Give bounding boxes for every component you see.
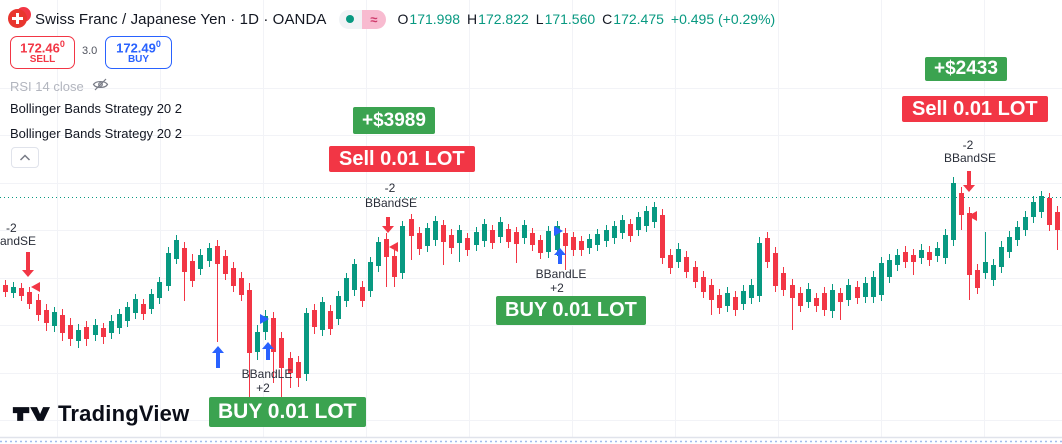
legend-item-bb-strategy-2[interactable]: Bollinger Bands Strategy 20 2 [10,126,182,141]
sell-button[interactable]: 172.460 SELL [10,36,75,69]
ohlc-values: O171.998 H172.822 L171.560 C172.475 +0.4… [398,11,776,27]
signal-sell3-qty: -2 [962,138,974,152]
signal-sell2-name: BBandSE [364,196,418,210]
buy-price: 172.490 [116,38,161,56]
market-status-pill[interactable]: ≈ [338,9,386,29]
legend-bb2-label: Bollinger Bands Strategy 20 2 [10,126,182,141]
legend-rsi-label: RSI 14 close [10,78,84,94]
market-open-dot-icon [338,9,363,29]
low-label: L [535,11,544,27]
spread-value: 3.0 [82,45,98,57]
signal-buy1-name: BBandLE [241,367,293,381]
signal-sell1-qty: -2 [6,221,17,235]
buy-lot-badge-2: BUY 0.01 LOT [496,296,646,325]
buy-lot-badge-1: BUY 0.01 LOT [209,397,366,427]
change-value: +0.495 (+0.29%) [670,11,776,27]
eye-hidden-icon[interactable] [92,77,109,95]
open-value: 171.998 [409,11,461,27]
profit-badge-sell2: +$3989 [353,107,435,134]
signal-sell2-qty: -2 [384,181,396,195]
signal-buy2-qty: +2 [550,281,564,295]
signal-buy1-qty: +2 [256,381,270,395]
chevron-up-icon [19,153,31,161]
buy-button-label: BUY [127,53,150,65]
profit-badge-sell3: +$2433 [925,57,1007,81]
signal-sell3-name: BBandSE [943,151,997,165]
close-label: C [602,11,613,27]
buy-button[interactable]: 172.490 BUY [105,36,172,69]
high-value: 172.822 [478,11,529,27]
low-value: 171.560 [544,11,596,27]
signal-buy2-name: BBandLE [535,267,587,281]
tradingview-logo-text: TradingView [58,401,190,426]
close-value: 172.475 [613,11,664,27]
legend-item-bb-strategy-1[interactable]: Bollinger Bands Strategy 20 2 [10,101,182,116]
sell-button-label: SELL [29,53,56,65]
approx-data-icon: ≈ [362,9,386,29]
tradingview-logo-icon [12,407,50,421]
symbol-title[interactable]: Swiss Franc / Japanese Yen · 1D · OANDA [35,10,327,28]
collapse-legend-button[interactable] [11,147,39,168]
tradingview-logo[interactable]: TradingView [12,401,189,427]
signal-sell1-name: andSE [0,234,37,248]
sell-lot-badge-3: Sell 0.01 LOT [902,96,1048,122]
legend-item-rsi[interactable]: RSI 14 close [10,77,109,95]
swiss-flag-icon [8,7,31,29]
sell-lot-badge-2: Sell 0.01 LOT [329,146,475,172]
high-label: H [467,11,478,27]
legend-bb1-label: Bollinger Bands Strategy 20 2 [10,101,182,116]
chart-header: Swiss Franc / Japanese Yen · 1D · OANDA … [8,7,776,30]
sell-price: 172.460 [20,38,65,56]
open-label: O [397,11,409,27]
